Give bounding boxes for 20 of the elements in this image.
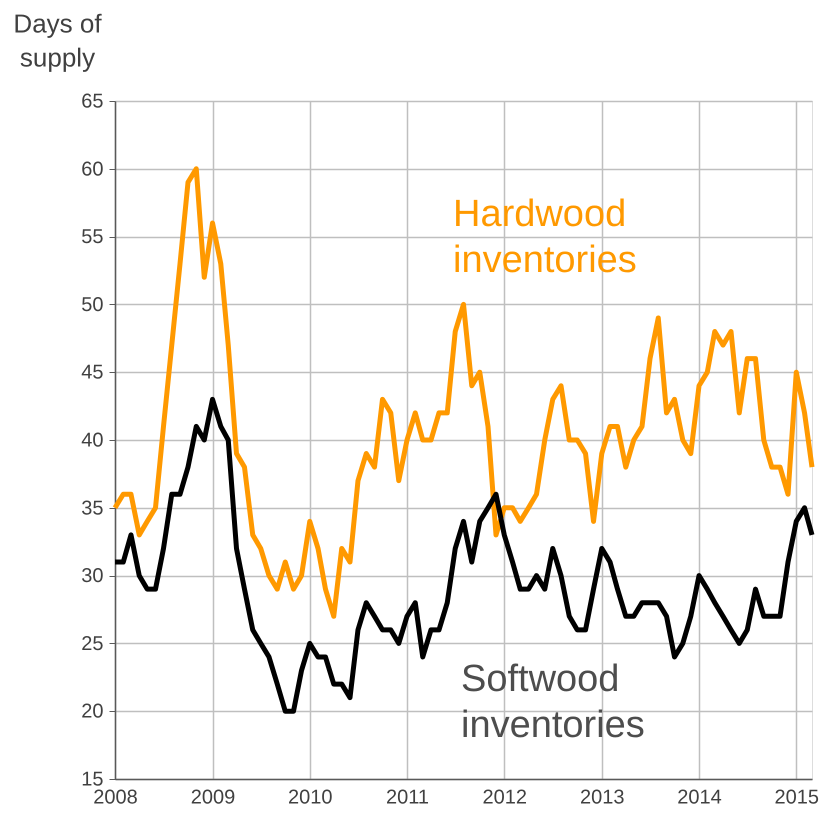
x-tick-label: 2015 <box>774 786 820 808</box>
y-tick-label: 20 <box>81 700 104 723</box>
x-tick-label: 2012 <box>482 786 528 808</box>
series-label: Hardwood inventories <box>453 193 637 281</box>
y-tick-label: 65 <box>81 90 104 112</box>
y-tick-label: 35 <box>81 497 104 520</box>
y-axis-title: Days of supply <box>13 8 102 72</box>
x-tick-label: 2014 <box>677 786 722 808</box>
x-tick-label: 2009 <box>190 786 236 808</box>
series-label: Softwood inventories <box>461 658 645 746</box>
y-tick-label: 45 <box>81 362 104 384</box>
x-tick-label: 2010 <box>288 786 333 808</box>
y-tick-label: 25 <box>81 632 104 655</box>
x-tick-label: 2013 <box>580 786 625 808</box>
y-tick-label: 60 <box>81 158 104 180</box>
y-tick-label: 50 <box>81 294 104 316</box>
y-tick-label: 55 <box>81 226 104 248</box>
y-tick-label: 40 <box>81 430 104 452</box>
y-tick-label: 30 <box>81 565 104 588</box>
x-tick-label: 2011 <box>386 786 430 808</box>
